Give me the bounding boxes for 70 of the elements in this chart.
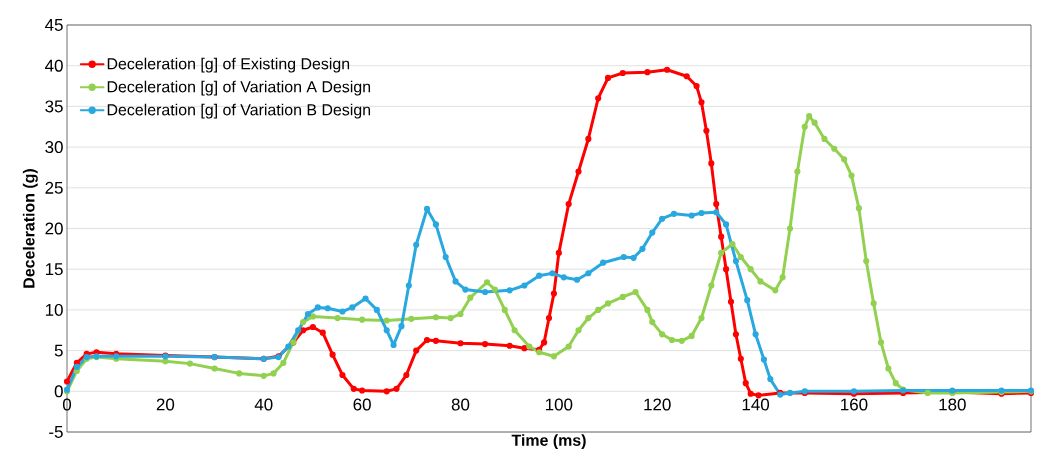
- point: [432, 221, 439, 228]
- point: [295, 327, 302, 334]
- x-tick-label: 100: [546, 398, 573, 411]
- point: [573, 276, 581, 283]
- point: [620, 253, 627, 261]
- point: [630, 254, 637, 261]
- point: [536, 272, 543, 279]
- x-tick-label: 180: [939, 398, 966, 411]
- point: [639, 245, 646, 252]
- point: [481, 288, 489, 296]
- x-axis-title: Time (ms): [511, 434, 586, 450]
- point: [549, 270, 556, 277]
- point: [423, 205, 431, 213]
- point: [670, 210, 678, 217]
- point: [760, 356, 768, 363]
- x-tick-label: 140: [742, 398, 770, 411]
- x-tick-label: 40: [254, 398, 273, 411]
- point: [398, 323, 405, 330]
- point: [452, 278, 459, 285]
- x-tick-label: 120: [644, 398, 671, 411]
- point: [659, 215, 666, 222]
- x-tick-label: 80: [451, 398, 470, 411]
- legend-label: Deceleration [g] of Variation B Design: [107, 103, 371, 119]
- x-tick-label: 20: [156, 398, 175, 411]
- point: [405, 282, 412, 289]
- x-tick-label: 60: [353, 398, 371, 411]
- point: [722, 221, 730, 228]
- y-tick-label: 0: [54, 385, 63, 398]
- x-tick-label: 160: [841, 398, 868, 411]
- y-tick-label: 15: [45, 263, 63, 276]
- point: [73, 363, 80, 370]
- point: [383, 327, 390, 334]
- point: [462, 286, 469, 293]
- point: [600, 259, 607, 266]
- point: [744, 297, 751, 304]
- point: [362, 295, 369, 302]
- point: [506, 287, 513, 294]
- point: [349, 304, 356, 311]
- point: [698, 209, 705, 217]
- point: [752, 331, 759, 338]
- point: [314, 304, 321, 311]
- y-tick-label: 10: [45, 303, 63, 316]
- y-tick-label: 30: [45, 141, 63, 154]
- y-tick-label: 5: [54, 344, 63, 357]
- y-tick-label: 35: [45, 100, 63, 113]
- legend-label: Deceleration [g] of Variation A Design: [107, 80, 371, 96]
- point: [413, 241, 420, 248]
- point: [649, 229, 656, 236]
- y-tick-label: 40: [45, 59, 63, 72]
- y-axis-title: Deceleration (g): [22, 169, 38, 288]
- point: [304, 310, 312, 318]
- point: [285, 343, 292, 350]
- y-tick-label: 45: [45, 19, 63, 31]
- point: [585, 270, 592, 277]
- point: [786, 389, 794, 397]
- y-tick-label: 20: [45, 222, 63, 235]
- y-tick-label: -5: [49, 426, 63, 438]
- point: [373, 306, 380, 313]
- point: [767, 376, 774, 383]
- point: [442, 253, 449, 261]
- point: [713, 209, 720, 216]
- point: [732, 257, 739, 265]
- point: [688, 212, 695, 219]
- point: [339, 308, 346, 315]
- legend-label: Deceleration [g] of Existing Design: [107, 57, 350, 73]
- point: [560, 274, 567, 281]
- point: [521, 282, 528, 289]
- y-tick-label: 25: [45, 181, 63, 194]
- x-tick-label: 0: [62, 398, 72, 411]
- point: [324, 305, 331, 312]
